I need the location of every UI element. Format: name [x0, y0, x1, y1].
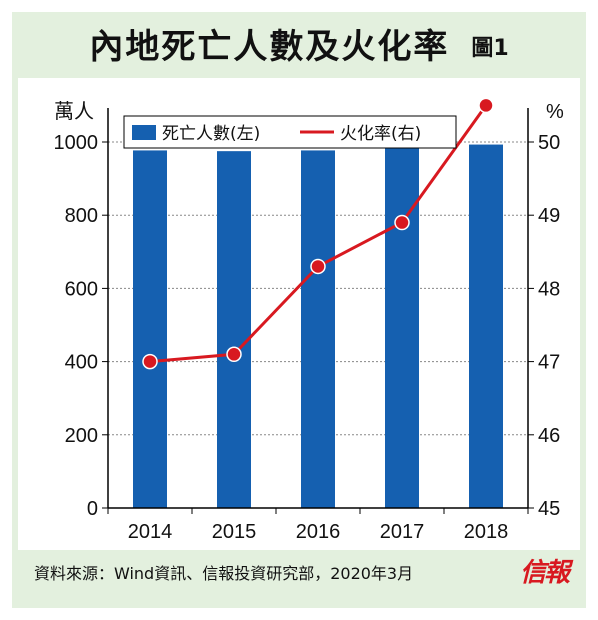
bar-2015 — [217, 151, 251, 508]
line-point-2015 — [226, 346, 242, 363]
right-tick-label: 45 — [538, 498, 560, 520]
line-point-2017 — [394, 214, 410, 231]
left-tick-label: 600 — [65, 278, 98, 300]
legend-bar-label: 死亡人數(左) — [162, 124, 260, 144]
x-tick-label: 2017 — [380, 521, 425, 543]
chart-title: 內地死亡人數及火化率 — [89, 26, 450, 67]
right-tick-label: 46 — [538, 425, 560, 447]
left-axis-label: 萬人 — [54, 99, 94, 123]
bar-2017 — [385, 147, 419, 508]
x-tick-label: 2016 — [296, 521, 341, 543]
right-tick-label: 47 — [538, 352, 560, 374]
left-tick-label: 800 — [65, 205, 98, 227]
chart-svg: 0 200 400 600 800 1000 45 46 47 48 49 50 2014 2015 201… — [54, 97, 564, 543]
right-tick-label: 48 — [538, 278, 560, 300]
x-tick-label: 2014 — [128, 521, 173, 543]
figure-label: 圖1 — [471, 36, 509, 61]
left-tick-label: 0 — [87, 498, 98, 520]
line-point-2016 — [310, 258, 326, 275]
bar-2014 — [133, 150, 167, 508]
line-point-2014 — [142, 353, 158, 370]
plot-panel: 0 200 400 600 800 1000 45 46 47 48 49 50 2014 2015 201… — [18, 78, 580, 550]
chart-frame: 內地死亡人數及火化率 圖1 0 200 400 600 800 1000 45 46 47 48 4… — [12, 12, 586, 608]
line-point-2018 — [478, 97, 494, 114]
source-note: 資料來源：Wind資訊、信報投資研究部，2020年3月 — [34, 564, 414, 583]
left-tick-label: 1000 — [54, 132, 99, 154]
right-tick-label: 50 — [538, 132, 560, 154]
publisher-logo: 信報 — [520, 558, 570, 588]
x-tick-label: 2015 — [212, 521, 257, 543]
legend-line-label: 火化率(右) — [340, 124, 421, 144]
left-tick-label: 200 — [65, 425, 98, 447]
title-bar: 內地死亡人數及火化率 圖1 — [12, 12, 586, 74]
bar-2018 — [469, 144, 503, 508]
bar-2016 — [301, 150, 335, 508]
right-tick-label: 49 — [538, 205, 560, 227]
x-tick-label: 2018 — [464, 521, 509, 543]
right-axis-label: % — [546, 101, 564, 123]
legend-bar-swatch — [132, 125, 156, 140]
left-tick-label: 400 — [65, 352, 98, 374]
legend-box — [123, 115, 457, 149]
